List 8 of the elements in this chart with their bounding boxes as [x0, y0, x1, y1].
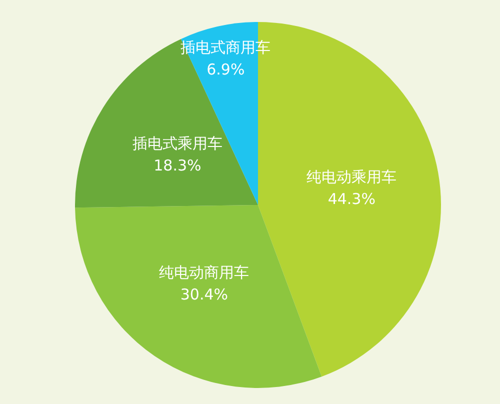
slice-label: 纯电动乘用车	[306, 168, 397, 186]
slice-label: 纯电动商用车	[159, 264, 250, 282]
data-label: 6.9%	[206, 60, 245, 78]
data-label: 30.4%	[180, 286, 228, 304]
pie-slice	[75, 205, 322, 388]
slice-label: 插电式乘用车	[132, 134, 222, 152]
data-label: 44.3%	[328, 190, 376, 208]
data-label: 18.3%	[154, 156, 202, 174]
